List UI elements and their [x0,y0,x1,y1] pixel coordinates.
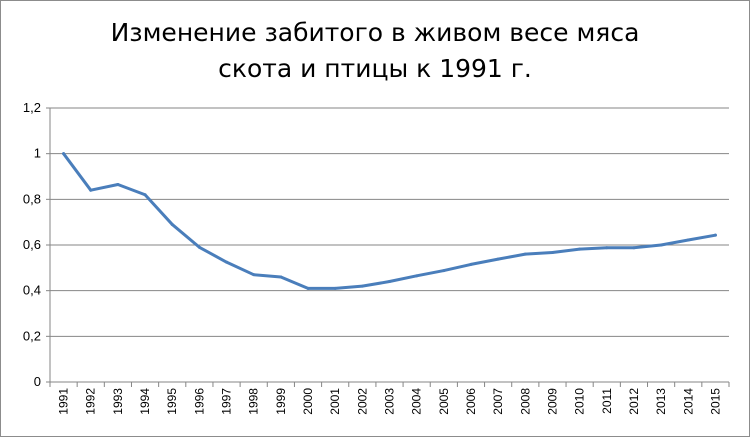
x-tick-label: 2002 [355,388,369,415]
x-tick-label: 2004 [410,388,424,415]
y-tick-label: 0,2 [23,328,41,343]
data-point [116,182,120,186]
x-tick-label: 2006 [464,388,478,415]
data-point [62,152,66,156]
data-point [252,273,256,277]
data-point [659,243,663,247]
data-point [170,222,174,226]
data-point [550,251,554,255]
x-tick-label: 1998 [247,388,261,415]
x-tick-label: 1995 [165,388,179,415]
chart-title: Изменение забитого в живом весе мяса ско… [1,15,749,87]
data-point [713,233,717,237]
x-tick-label: 2000 [301,388,315,415]
data-point [306,286,310,290]
x-tick-label: 2012 [627,388,641,415]
y-tick-label: 1,2 [23,100,41,115]
data-point [632,246,636,250]
x-tick-label: 2001 [328,388,342,415]
data-point [360,284,364,288]
x-tick-label: 1999 [274,388,288,415]
data-point [496,257,500,261]
data-point [686,238,690,242]
y-tick-label: 0,6 [23,237,41,252]
x-tick-label: 2011 [600,388,614,414]
x-tick-label: 2008 [518,388,532,415]
data-point [333,286,337,290]
chart-title-line-1: Изменение забитого в живом весе мяса [110,18,640,47]
x-tick-label: 2014 [681,388,695,415]
x-tick-label: 2013 [654,388,668,415]
x-tick-label: 1994 [138,388,152,415]
data-point [197,245,201,249]
data-point [578,247,582,251]
x-tick-label: 1992 [84,388,98,415]
data-point [523,252,527,256]
x-tick-label: 2009 [545,388,559,415]
y-tick-label: 1 [34,146,41,161]
x-tick-label: 2010 [573,388,587,415]
x-tick-label: 1997 [220,388,234,415]
data-point [89,188,93,192]
data-point [143,193,147,197]
y-tick-label: 0,4 [23,283,41,298]
x-tick-label: 2007 [491,388,505,415]
x-tick-label: 1991 [57,388,71,415]
y-tick-label: 0,8 [23,191,41,206]
x-tick-label: 2003 [383,388,397,415]
data-point [442,269,446,273]
data-point [225,260,229,264]
series-line [62,152,717,290]
data-point [415,274,419,278]
x-tick-label: 1996 [192,388,206,415]
data-point [469,262,473,266]
x-tick-label: 1993 [111,388,125,415]
x-tick-label: 2015 [708,388,722,415]
x-tick-label: 2005 [437,388,451,415]
chart-title-line-2: скота и птицы к 1991 г. [218,54,532,83]
data-point [605,246,609,250]
data-point [279,275,283,279]
y-tick-label: 0 [34,374,41,389]
data-point [388,280,391,284]
